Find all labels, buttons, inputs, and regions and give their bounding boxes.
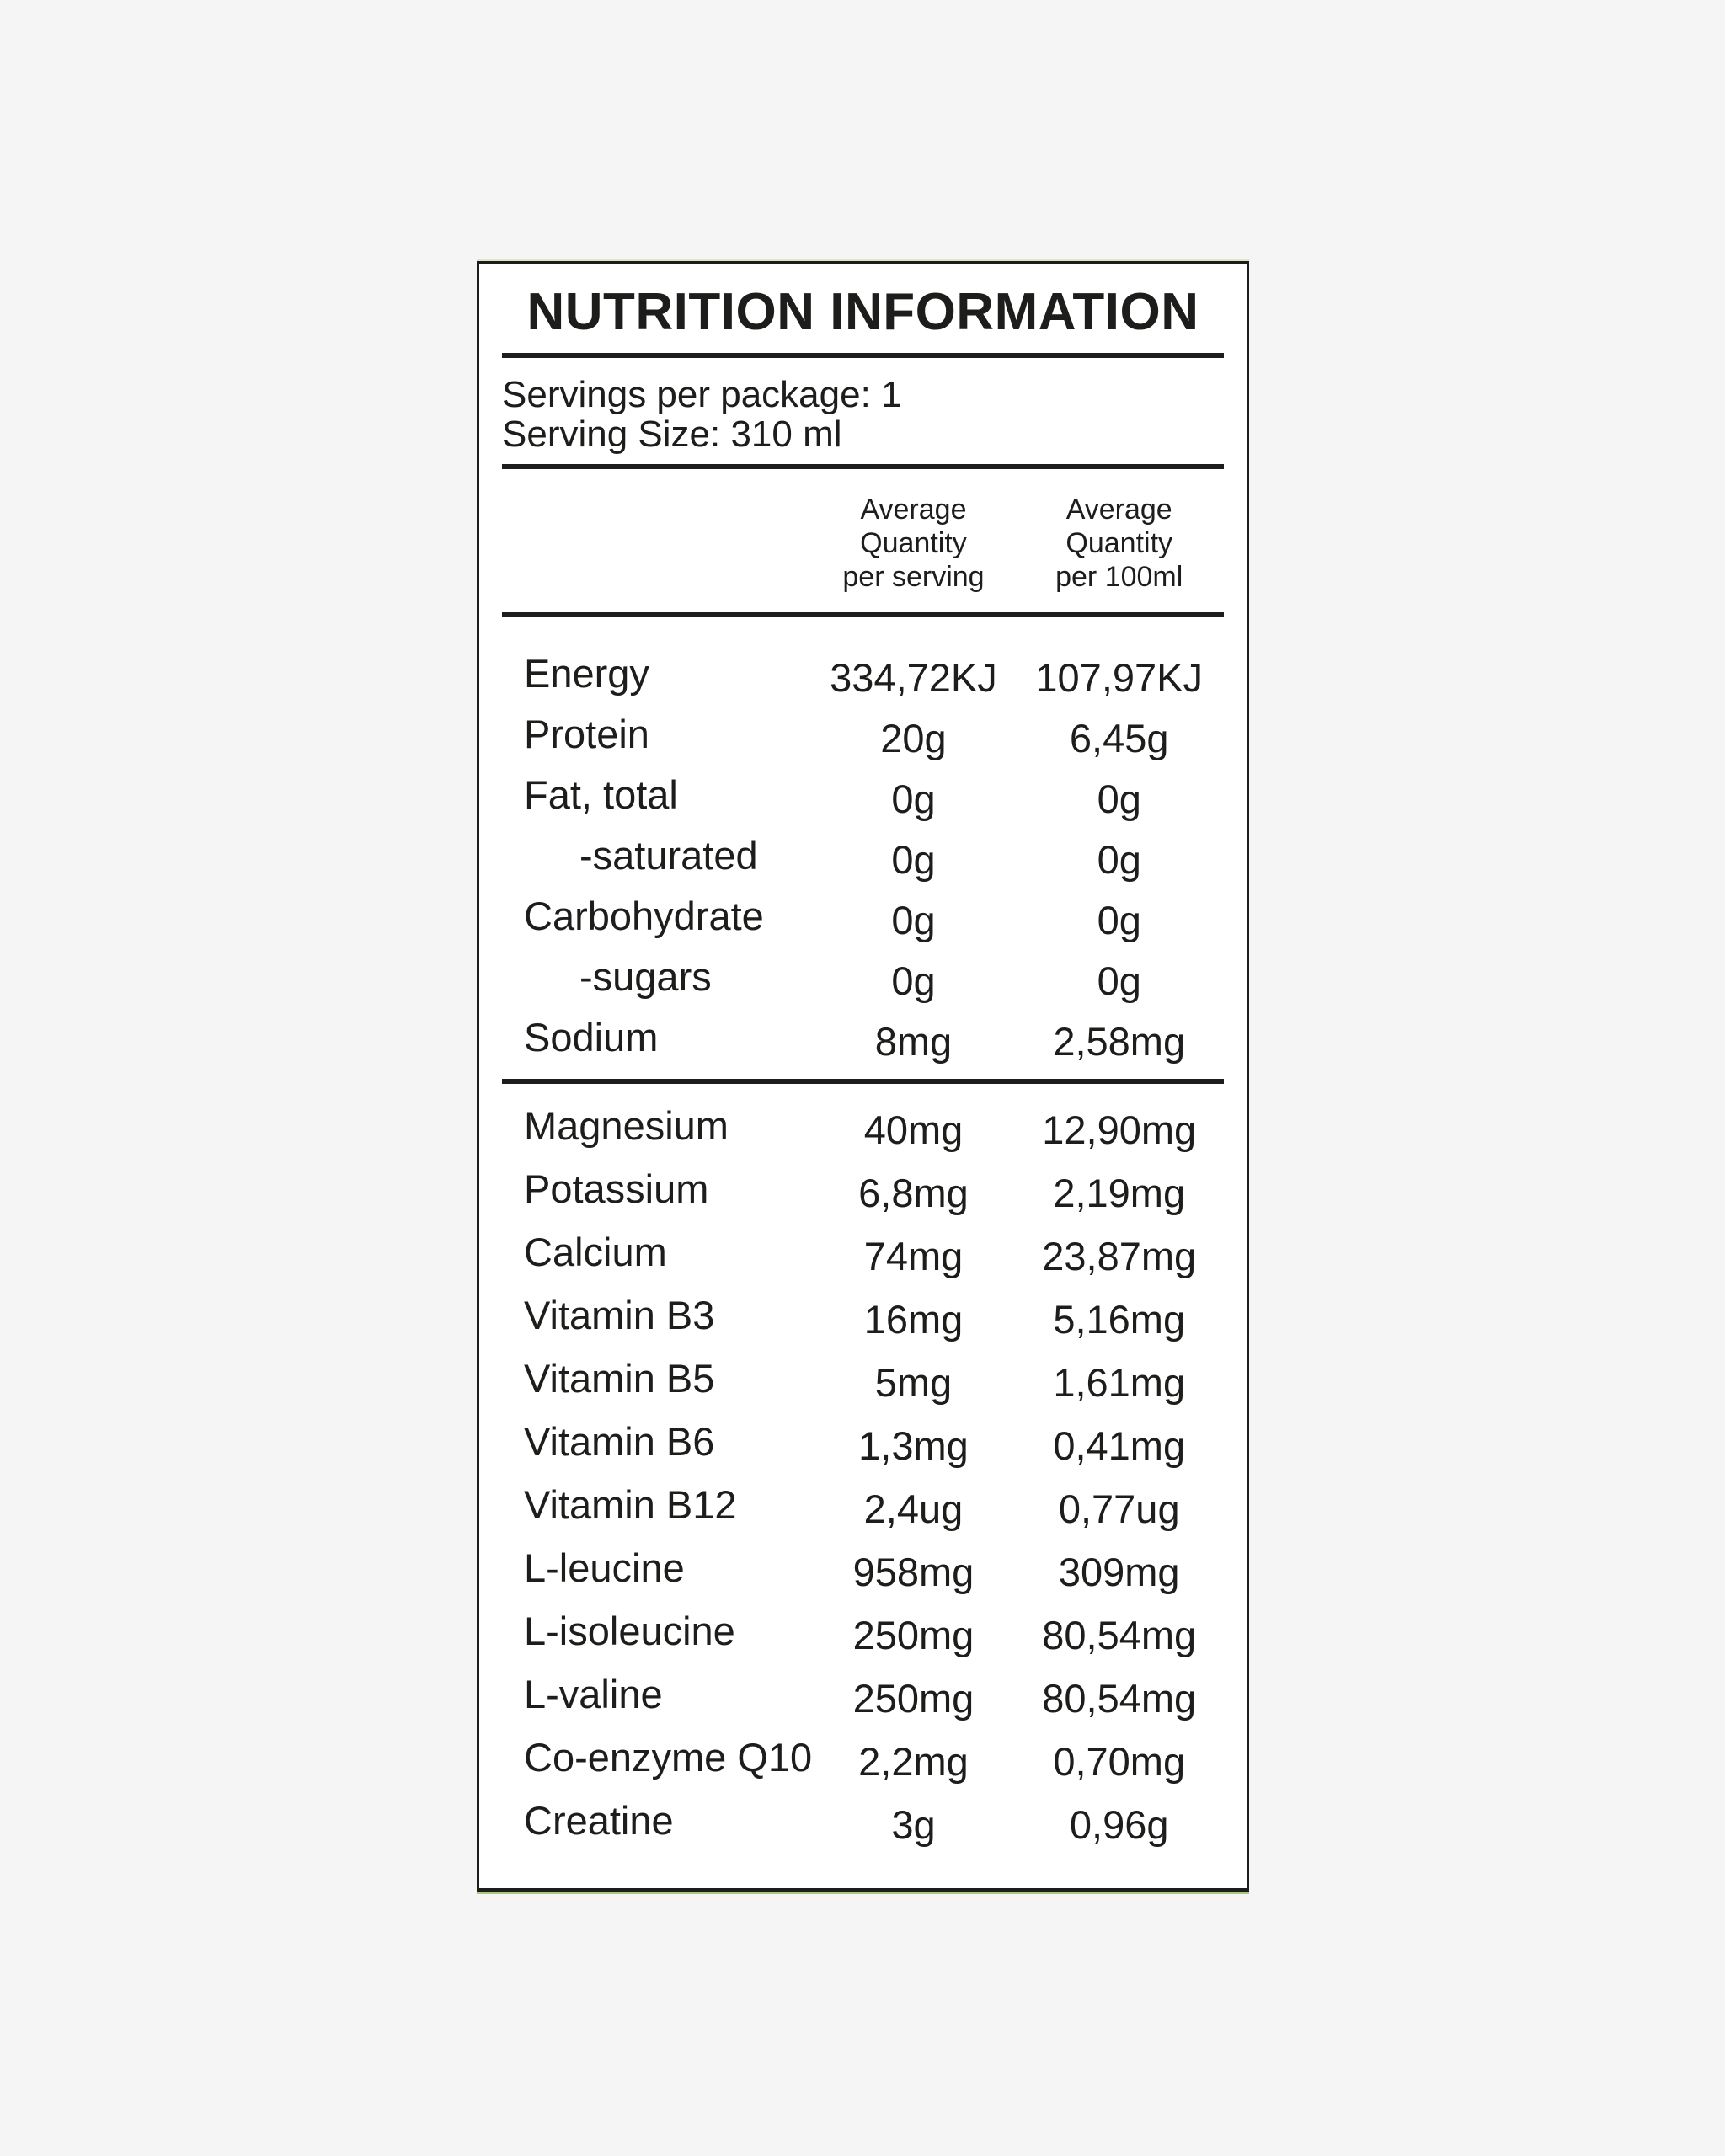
- nutrient-name: -sugars: [579, 953, 712, 999]
- value-per-serving: 8mg: [874, 1018, 953, 1064]
- value-per-100ml: 309mg: [1058, 1550, 1180, 1594]
- column-header-per-serving: Average Quantity per serving: [813, 493, 1015, 594]
- nutrient-row: Protein 20g 6,45g: [502, 703, 1224, 764]
- nutrient-row: Vitamin B12 2,4ug 0,77ug: [502, 1473, 1224, 1536]
- nutrient-row: -sugars 0g 0g: [502, 946, 1224, 1006]
- nutrient-name: Co-enzyme Q10: [524, 1735, 813, 1780]
- nutrient-name: Vitamin B12: [524, 1482, 737, 1527]
- divider-under-serving-info: [502, 464, 1224, 469]
- value-per-serving: 16mg: [863, 1297, 964, 1342]
- value-per-100ml: 0,41mg: [1053, 1423, 1186, 1468]
- column-header-line: per serving: [842, 561, 985, 593]
- nutrient-row: Vitamin B5 5mg 1,61mg: [502, 1347, 1224, 1410]
- nutrient-name: L-valine: [524, 1672, 663, 1716]
- nutrient-name: Energy: [524, 650, 649, 696]
- servings-per-package-text: Servings per package: 1: [502, 374, 902, 415]
- nutrient-row: Carbohydrate 0g 0g: [502, 885, 1224, 946]
- value-per-serving: 2,2mg: [858, 1739, 969, 1784]
- column-header-line: Quantity: [1065, 527, 1173, 559]
- nutrient-name: Magnesium: [524, 1103, 729, 1148]
- value-per-100ml: 2,19mg: [1053, 1171, 1186, 1215]
- nutrient-name: Vitamin B5: [524, 1356, 715, 1401]
- column-header-line: Quantity: [860, 527, 967, 559]
- column-header-line: Average: [1065, 494, 1172, 526]
- divider-under-headers: [502, 612, 1224, 617]
- nutrient-name: L-leucine: [524, 1545, 685, 1590]
- value-per-serving: 250mg: [852, 1613, 975, 1657]
- nutrient-row: Potassium 6,8mg 2,19mg: [502, 1157, 1224, 1220]
- serving-info: Servings per package: 1 Serving Size: 31…: [502, 375, 1224, 454]
- value-per-serving: 74mg: [863, 1234, 964, 1278]
- nutrition-label: NUTRITION INFORMATION Servings per packa…: [477, 261, 1249, 1892]
- value-per-serving: 0g: [891, 897, 936, 942]
- value-per-100ml: 0g: [1097, 836, 1141, 882]
- divider-under-title: [502, 353, 1224, 358]
- nutrient-row: Vitamin B3 16mg 5,16mg: [502, 1283, 1224, 1347]
- column-header-line: per 100ml: [1055, 561, 1183, 593]
- label-title: NUTRITION INFORMATION: [526, 283, 1199, 341]
- nutrient-row: L-leucine 958mg 309mg: [502, 1536, 1224, 1599]
- value-per-serving: 1,3mg: [858, 1423, 969, 1468]
- value-per-serving: 958mg: [852, 1550, 975, 1594]
- value-per-serving: 0g: [891, 958, 936, 1003]
- value-per-100ml: 0,96g: [1069, 1802, 1169, 1847]
- nutrient-name: -saturated: [579, 832, 758, 878]
- value-per-100ml: 0,70mg: [1053, 1739, 1186, 1784]
- value-per-100ml: 0g: [1097, 958, 1141, 1003]
- value-per-100ml: 6,45g: [1069, 715, 1169, 760]
- value-per-serving: 0g: [891, 836, 936, 882]
- serving-size-text: Serving Size: 310 ml: [502, 414, 842, 455]
- nutrient-row: Co-enzyme Q10 2,2mg 0,70mg: [502, 1726, 1224, 1789]
- value-per-100ml: 0,77ug: [1058, 1486, 1180, 1531]
- nutrient-name: Sodium: [524, 1014, 659, 1059]
- value-per-100ml: 23,87mg: [1042, 1234, 1197, 1278]
- nutrient-row: L-valine 250mg 80,54mg: [502, 1662, 1224, 1726]
- column-header-line: Average: [860, 494, 967, 526]
- nutrient-row: Calcium 74mg 23,87mg: [502, 1220, 1224, 1283]
- value-per-serving: 250mg: [852, 1676, 975, 1721]
- value-per-serving: 5mg: [874, 1360, 953, 1405]
- nutrient-row: -saturated 0g 0g: [502, 825, 1224, 885]
- value-per-serving: 3g: [891, 1802, 936, 1847]
- nutrient-name: Calcium: [524, 1230, 667, 1274]
- nutrient-name: Vitamin B6: [524, 1419, 715, 1464]
- value-per-serving: 334,72KJ: [830, 654, 997, 700]
- value-per-serving: 20g: [880, 715, 947, 760]
- value-per-serving: 6,8mg: [858, 1171, 969, 1215]
- nutrient-row: Fat, total 0g 0g: [502, 764, 1224, 825]
- nutrient-row: Energy 334,72KJ 107,97KJ: [502, 643, 1224, 703]
- nutrient-column-spacer: [502, 493, 813, 594]
- value-per-100ml: 80,54mg: [1042, 1676, 1197, 1721]
- nutrient-row: Magnesium 40mg 12,90mg: [502, 1094, 1224, 1157]
- value-per-100ml: 5,16mg: [1053, 1297, 1186, 1342]
- value-per-serving: 40mg: [863, 1107, 964, 1152]
- column-header-per-100ml: Average Quantity per 100ml: [1014, 493, 1224, 594]
- nutrient-name: Carbohydrate: [524, 893, 764, 938]
- supplement-table: Magnesium 40mg 12,90mg Potassium 6,8mg 2,19mg…: [502, 1094, 1224, 1852]
- main-nutrients-table: Energy 334,72KJ 107,97KJ Protein 20g 6,45g Fat…: [502, 643, 1224, 1067]
- value-per-100ml: 12,90mg: [1042, 1107, 1197, 1152]
- value-per-100ml: 1,61mg: [1053, 1360, 1186, 1405]
- nutrient-name: Protein: [524, 711, 649, 756]
- nutrient-row: Vitamin B6 1,3mg 0,41mg: [502, 1410, 1224, 1473]
- nutrient-row: Creatine 3g 0,96g: [502, 1789, 1224, 1852]
- nutrient-name: Fat, total: [524, 771, 678, 817]
- nutrient-row: L-isoleucine 250mg 80,54mg: [502, 1599, 1224, 1662]
- value-per-serving: 2,4ug: [863, 1486, 964, 1531]
- value-per-100ml: 2,58mg: [1053, 1018, 1186, 1064]
- value-per-100ml: 80,54mg: [1042, 1613, 1197, 1657]
- value-per-100ml: 0g: [1097, 776, 1141, 821]
- value-per-100ml: 0g: [1097, 897, 1141, 942]
- divider-mid-table: [502, 1079, 1224, 1084]
- value-per-serving: 0g: [891, 776, 936, 821]
- column-headers: Average Quantity per serving Average Qua…: [502, 493, 1224, 594]
- nutrient-name: L-isoleucine: [524, 1609, 735, 1653]
- nutrient-name: Potassium: [524, 1166, 709, 1211]
- nutrient-name: Vitamin B3: [524, 1293, 715, 1337]
- nutrient-name: Creatine: [524, 1798, 674, 1843]
- value-per-100ml: 107,97KJ: [1035, 654, 1204, 700]
- nutrient-row: Sodium 8mg 2,58mg: [502, 1006, 1224, 1067]
